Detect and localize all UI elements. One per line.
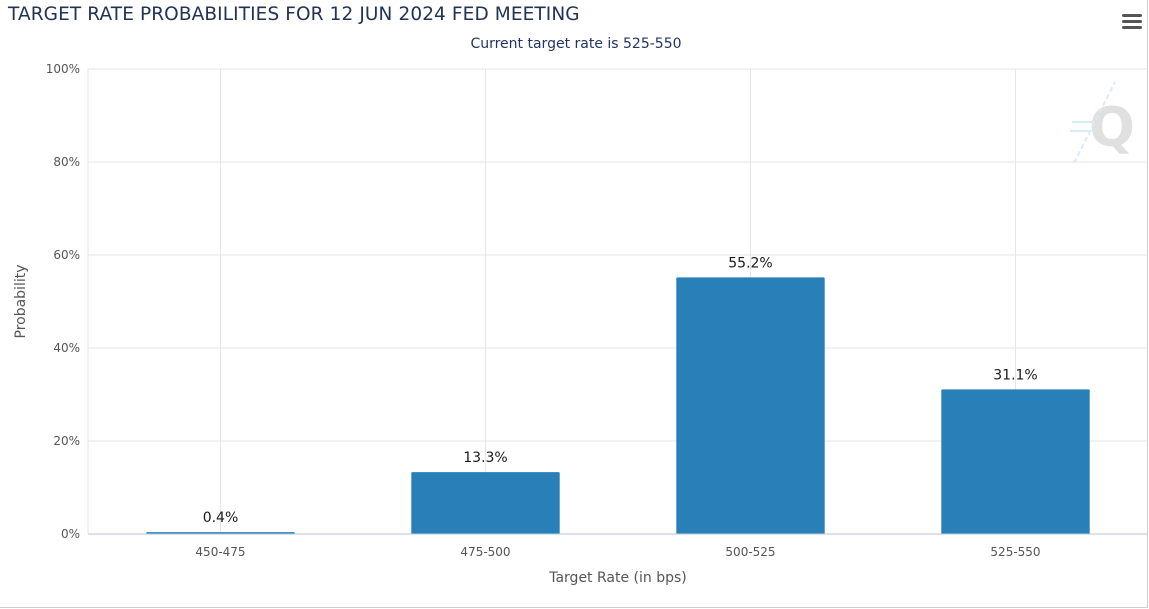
bars [146, 277, 1090, 534]
menu-line [1122, 20, 1142, 23]
y-tick-label: 40% [53, 341, 80, 355]
gridlines [87, 68, 1148, 534]
chart-title: TARGET RATE PROBABILITIES FOR 12 JUN 202… [8, 4, 580, 25]
chart-subtitle: Current target rate is 525-550 [470, 36, 682, 52]
y-tick-label: 100% [46, 62, 80, 76]
x-tick-label: 450-475 [195, 545, 245, 559]
y-tick-label: 0% [61, 527, 80, 541]
hamburger-menu-icon[interactable] [1120, 14, 1144, 36]
y-tick-label: 20% [53, 434, 80, 448]
x-tick-label: 475-500 [460, 545, 510, 559]
x-tick-label: 525-550 [990, 545, 1040, 559]
data-label: 13.3% [463, 450, 507, 466]
q-logo-icon: Q [1070, 81, 1135, 164]
data-label: 31.1% [993, 367, 1037, 383]
x-axis-title: Target Rate (in bps) [548, 570, 687, 586]
y-tick-label: 80% [53, 155, 80, 169]
y-tick-label: 60% [53, 248, 80, 262]
data-label: 55.2% [728, 255, 772, 271]
menu-line [1122, 14, 1142, 17]
y-axis-ticks: 0% 20% 40% 60% 80% 100% [46, 62, 80, 541]
x-tick-label: 500-525 [725, 545, 775, 559]
x-axis-ticks: 450-475 475-500 500-525 525-550 [195, 545, 1040, 559]
data-label: 0.4% [203, 510, 239, 526]
y-axis-title: Probability [13, 264, 29, 338]
bar-500-525[interactable] [676, 277, 825, 534]
data-labels: 0.4% 13.3% 55.2% 31.1% [203, 255, 1038, 526]
svg-text:Q: Q [1089, 96, 1135, 159]
menu-line [1122, 26, 1142, 29]
bar-475-500[interactable] [411, 472, 560, 534]
bar-525-550[interactable] [941, 389, 1090, 534]
